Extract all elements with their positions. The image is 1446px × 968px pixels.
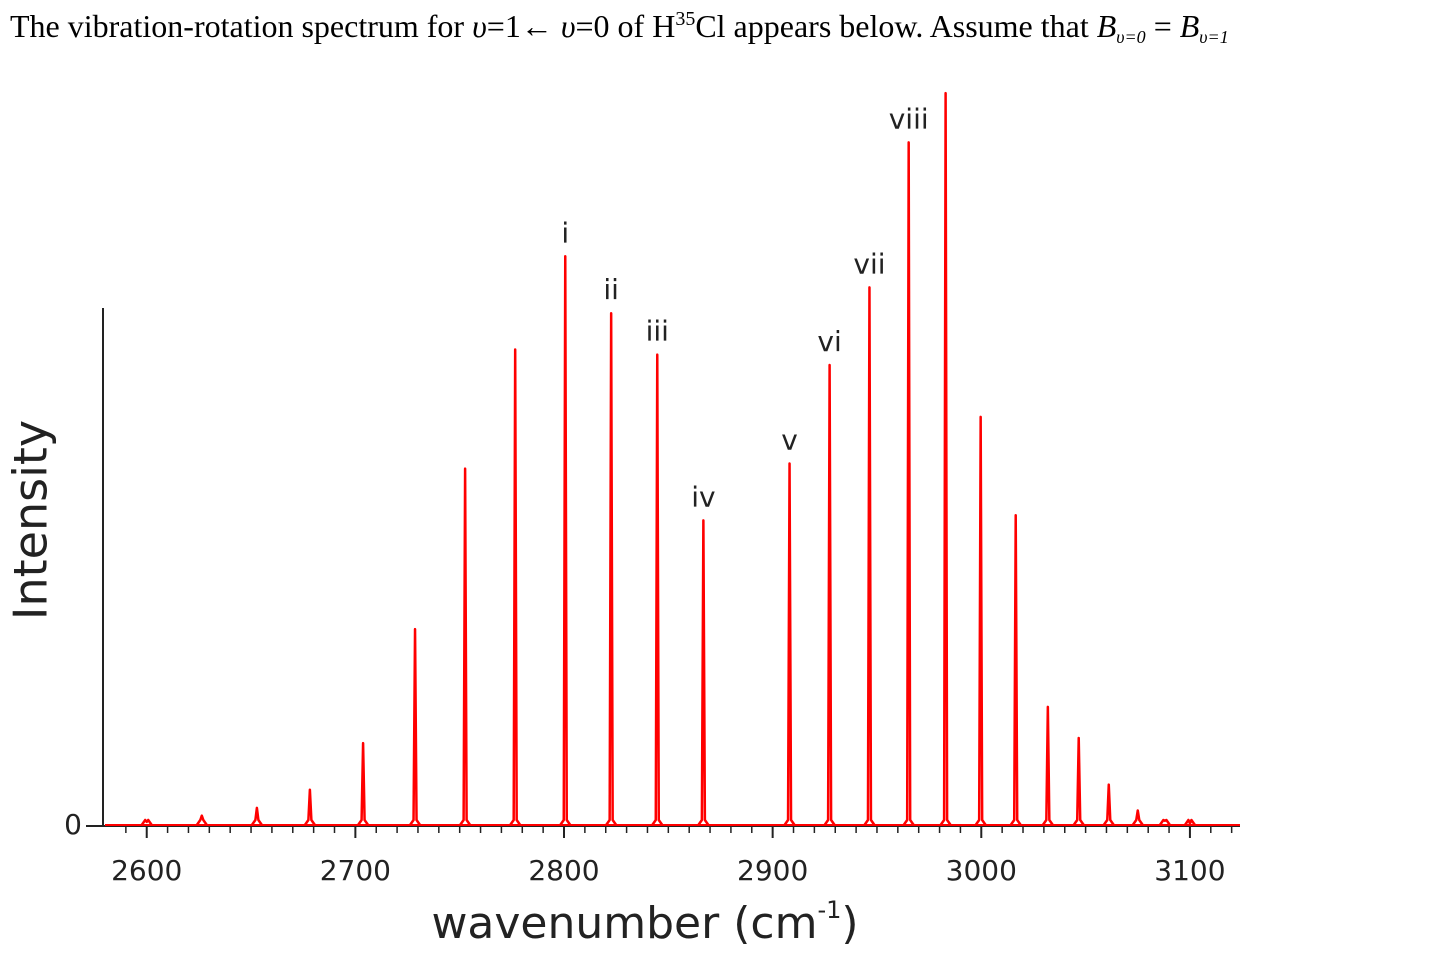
peak	[783, 462, 796, 826]
peak-label: iii	[646, 315, 669, 348]
title-text: υ	[560, 8, 576, 44]
chart-title: The vibration-rotation spectrum for υ=1←…	[10, 8, 1229, 48]
peak	[459, 467, 472, 826]
peak-label: vii	[853, 247, 885, 280]
x-axis-label-text: wavenumber (cm	[431, 898, 817, 949]
peak-label: vi	[817, 325, 841, 358]
peak	[1009, 513, 1022, 826]
peak-label: ii	[603, 273, 619, 306]
peak	[357, 741, 370, 826]
x-tick-label: 2900	[737, 854, 808, 887]
peak	[1041, 705, 1054, 826]
title-text: B	[1096, 8, 1117, 44]
peak	[605, 311, 618, 826]
peak	[409, 627, 422, 826]
title-text: =1←	[486, 8, 561, 44]
x-tick-label: 2800	[528, 854, 599, 887]
peak-label: iv	[691, 480, 715, 513]
peak	[559, 255, 572, 826]
peak-label: i	[561, 216, 569, 249]
y-tick-label: 0	[64, 808, 82, 841]
peak	[1102, 783, 1115, 826]
peak	[1183, 818, 1196, 826]
peak	[509, 348, 522, 826]
x-axis-label-text: )	[841, 898, 858, 949]
title-text: υ=0	[1116, 27, 1146, 47]
x-axis-label: wavenumber (cm-1)	[431, 896, 858, 949]
peak	[863, 286, 876, 826]
peak	[140, 818, 153, 826]
title-text: υ	[472, 8, 487, 44]
peak	[1072, 736, 1085, 826]
peak	[902, 141, 915, 826]
peak	[651, 353, 664, 826]
title-text: =	[1145, 8, 1180, 44]
title-text: The vibration-rotation spectrum for	[10, 8, 473, 44]
title-text: =0 of H	[575, 8, 676, 44]
peak	[823, 363, 836, 826]
peak	[939, 91, 952, 826]
title-text: υ=1	[1199, 27, 1229, 47]
peak	[250, 806, 263, 826]
title-text: Cl appears below. Assume that	[695, 8, 1097, 44]
peak	[1158, 818, 1171, 826]
y-axis-label: Intensity	[4, 420, 58, 620]
peak	[195, 814, 208, 826]
peak	[697, 519, 710, 826]
peak	[1131, 809, 1144, 826]
peak-label: v	[781, 423, 798, 456]
title-text: B	[1179, 8, 1200, 44]
x-axis-label-text: -1	[817, 896, 841, 924]
peak	[303, 788, 316, 826]
peak	[974, 415, 987, 826]
x-tick-label: 3100	[1154, 854, 1225, 887]
x-tick-label: 3000	[946, 854, 1017, 887]
peak-label: viii	[889, 102, 929, 135]
title-text: 35	[675, 8, 696, 30]
x-tick-label: 2700	[320, 854, 391, 887]
x-tick-label: 2600	[111, 854, 182, 887]
